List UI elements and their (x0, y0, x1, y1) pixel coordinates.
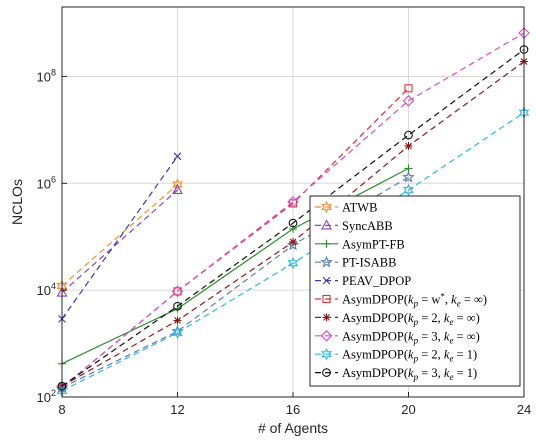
legend-box (309, 195, 521, 387)
legend-entry: PT-ISABB (315, 256, 396, 270)
legend-label: AsymDPOP(kp = w*, ke = ∞) (342, 292, 487, 309)
series-5 (58, 152, 182, 323)
data-point-marker (171, 324, 184, 337)
x-tick-label: 16 (286, 402, 300, 417)
data-point-marker (172, 183, 183, 195)
series-1 (56, 178, 183, 293)
legend-entry: SyncABB (315, 219, 393, 233)
series-line (61, 176, 409, 389)
data-point-marker (173, 152, 182, 161)
legend-entry: AsymDPOP(kp = 2, ke = 1) (315, 348, 477, 364)
series-line (61, 32, 525, 389)
data-point-marker (404, 141, 413, 150)
series-line (61, 184, 178, 287)
series-2 (56, 183, 183, 297)
data-point-marker (322, 239, 331, 248)
y-tick-label: 104 (37, 281, 56, 298)
legend-entry: AsymDPOP(kp = 2, ke = ∞) (315, 311, 480, 327)
data-point-marker (322, 276, 331, 285)
data-point-marker (402, 95, 415, 107)
legend-entry: AsymDPOP(kp = 3, ke = ∞) (315, 329, 480, 345)
legend-label: ATWB (342, 201, 377, 215)
legend-label: SyncABB (342, 219, 393, 233)
y-tick-label: 102 (37, 388, 56, 405)
data-point-marker (322, 368, 331, 377)
data-point-marker (321, 200, 332, 214)
x-tick-label: 24 (517, 402, 531, 417)
data-point-marker (404, 84, 413, 93)
data-point-marker (321, 347, 332, 361)
legend-label: PEAV_DPOP (342, 274, 411, 288)
data-point-marker (172, 178, 183, 191)
data-point-marker (321, 219, 332, 230)
data-point-marker (403, 183, 414, 197)
x-tick-label: 8 (58, 402, 65, 417)
data-point-marker (171, 285, 184, 298)
legend-entry: AsymDPOP(kp = 3, ke = 1) (315, 366, 477, 382)
series-line (61, 112, 525, 392)
data-point-marker (172, 326, 183, 339)
legend: ATWB SyncABB AsymPT-FB PT-ISABB PEAV_DPOP Asy… (309, 195, 521, 387)
series-line (61, 155, 178, 320)
x-tick-label: 12 (170, 402, 184, 417)
data-point-marker (320, 330, 333, 342)
y-axis-label: NCLOs (9, 179, 25, 225)
data-point-marker (404, 130, 413, 140)
legend-entry: PEAV_DPOP (315, 274, 411, 288)
y-tick-label: 106 (37, 174, 56, 191)
data-point-marker (322, 294, 331, 304)
x-tick-label: 20 (401, 402, 415, 417)
series-lines (55, 27, 530, 398)
legend-label: AsymDPOP(kp = 3, ke = 1) (342, 366, 477, 382)
data-point-marker (288, 218, 298, 228)
legend-label: AsymDPOP(kp = 3, ke = ∞) (342, 329, 480, 345)
y-tick-label: 108 (37, 67, 56, 84)
data-point-marker (320, 255, 333, 268)
data-point-marker (402, 170, 415, 183)
data-point-marker (289, 237, 297, 246)
data-point-marker (173, 287, 182, 296)
legend-label: PT-ISABB (342, 256, 396, 270)
data-point-marker (286, 238, 300, 251)
axis-ticks: 8 12 16 20 24 102 104 106 108 (37, 67, 532, 417)
legend-label: AsymDPOP(kp = 2, ke = 1) (342, 348, 477, 364)
data-point-marker (173, 301, 182, 311)
data-point-marker (287, 256, 299, 270)
data-point-marker (173, 316, 182, 325)
legend-label: AsymDPOP(kp = 2, ke = ∞) (342, 311, 480, 327)
legend-entry: AsymPT-FB (315, 237, 405, 251)
series-line (61, 49, 525, 387)
legend-entry: ATWB (315, 201, 377, 215)
x-axis-label: # of Agents (258, 420, 328, 436)
data-point-marker (287, 196, 299, 208)
legend-entry: AsymDPOP(kp = w*, ke = ∞) (315, 292, 487, 309)
legend-label: AsymPT-FB (342, 237, 405, 251)
data-point-marker (289, 224, 297, 233)
data-point-marker (322, 313, 331, 322)
series-line (61, 189, 178, 294)
